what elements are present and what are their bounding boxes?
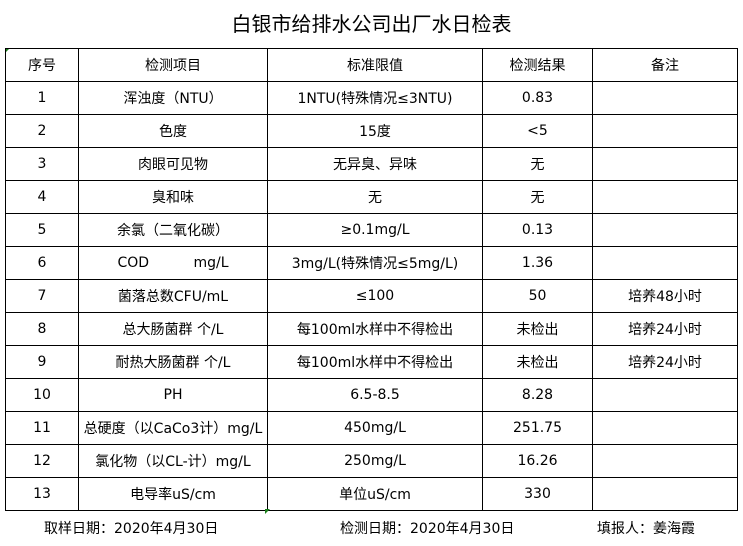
table-row: 12 氯化物（以CL-计）mg/L 250mg/L 16.26 [5, 444, 738, 478]
cell-test-result: 未检出 [482, 345, 593, 379]
cell-test-item: 浑浊度（NTU） [78, 81, 268, 115]
table-row: 10 PH 6.5-8.5 8.28 [5, 378, 738, 412]
header-test-item: 检测项目 [78, 48, 268, 82]
cell-test-result: 未检出 [482, 312, 593, 346]
cell-standard-limit: 3mg/L(特殊情况≤5mg/L) [267, 246, 483, 280]
test-date: 检测日期：2020年4月30日 [340, 521, 515, 537]
header-test-result: 检测结果 [482, 48, 593, 82]
table-row: 4 臭和味无无 [5, 180, 738, 214]
table-row: 5 余氯（二氧化碳） ≥0.1mg/L 0.13 [5, 213, 738, 247]
cell-remark: 培养48小时 [592, 279, 738, 313]
cell-standard-limit: ≤100 [267, 279, 483, 313]
cell-remark [592, 114, 738, 148]
header-row: 序号 检测项目 标准限值 检测结果 备注 [5, 48, 738, 82]
inspection-table: 序号 检测项目 标准限值 检测结果 备注 1 浑浊度（NTU） 1NTU(特殊情况≤3NTU)… [5, 48, 738, 511]
cell-test-item: 电导率uS/cm [78, 477, 268, 511]
cell-remark [592, 444, 738, 478]
cell-remark [592, 411, 738, 445]
cell-test-item: COD mg/L [78, 246, 268, 280]
cell-standard-limit: 无异臭、异味 [267, 147, 483, 181]
cell-row-number: 11 [5, 411, 79, 445]
cell-test-item: 总大肠菌群 个/L [78, 312, 268, 346]
cell-row-number: 2 [5, 114, 79, 148]
cell-row-number: 13 [5, 477, 79, 511]
cell-standard-limit: 1NTU(特殊情况≤3NTU) [267, 81, 483, 115]
cell-remark [592, 378, 738, 412]
cell-test-item: 色度 [78, 114, 268, 148]
cell-test-result: 无 [482, 147, 593, 181]
cell-standard-limit: 每100ml水样中不得检出 [267, 312, 483, 346]
cell-remark [592, 81, 738, 115]
header-standard-limit: 标准限值 [267, 48, 483, 82]
table-row: 6 COD mg/L 3mg/L(特殊情况≤5mg/L) 1.36 [5, 246, 738, 280]
cell-row-number: 1 [5, 81, 79, 115]
cell-marker [265, 509, 270, 514]
cell-test-result: 1.36 [482, 246, 593, 280]
cell-standard-limit: 250mg/L [267, 444, 483, 478]
cell-row-number: 6 [5, 246, 79, 280]
table-row: 9 耐热大肠菌群 个/L 每100ml水样中不得检出 未检出 培养24小时 [5, 345, 738, 379]
table-row: 11 总硬度（以CaCo3计）mg/L 450mg/L 251.75 [5, 411, 738, 445]
table-row: 1 浑浊度（NTU） 1NTU(特殊情况≤3NTU) 0.83 [5, 81, 738, 115]
header-remark: 备注 [592, 48, 738, 82]
cell-test-result: 无 [482, 180, 593, 214]
table-row: 13 电导率uS/cm 单位uS/cm 330 [5, 477, 738, 511]
cell-row-number: 5 [5, 213, 79, 247]
cell-test-result: <5 [482, 114, 593, 148]
cell-row-number: 3 [5, 147, 79, 181]
cell-standard-limit: ≥0.1mg/L [267, 213, 483, 247]
cell-remark [592, 246, 738, 280]
cell-test-item: 菌落总数CFU/mL [78, 279, 268, 313]
cell-row-number: 8 [5, 312, 79, 346]
cell-test-item: 余氯（二氧化碳） [78, 213, 268, 247]
cell-test-result: 8.28 [482, 378, 593, 412]
cell-row-number: 4 [5, 180, 79, 214]
cell-test-item: 肉眼可见物 [78, 147, 268, 181]
cell-standard-limit: 每100ml水样中不得检出 [267, 345, 483, 379]
sample-date: 取样日期：2020年4月30日 [44, 521, 219, 537]
cell-test-item: 总硬度（以CaCo3计）mg/L [78, 411, 268, 445]
cell-standard-limit: 单位uS/cm [267, 477, 483, 511]
cell-test-item: 臭和味 [78, 180, 268, 214]
cell-test-item: 氯化物（以CL-计）mg/L [78, 444, 268, 478]
cell-row-number: 12 [5, 444, 79, 478]
table-row: 8 总大肠菌群 个/L 每100ml水样中不得检出 未检出 培养24小时 [5, 312, 738, 346]
cell-row-number: 7 [5, 279, 79, 313]
cell-remark [592, 147, 738, 181]
cell-remark: 培养24小时 [592, 345, 738, 379]
cell-row-number: 9 [5, 345, 79, 379]
cell-remark [592, 477, 738, 511]
cell-test-result: 16.26 [482, 444, 593, 478]
cell-standard-limit: 无 [267, 180, 483, 214]
cell-remark: 培养24小时 [592, 312, 738, 346]
cell-row-number: 10 [5, 378, 79, 412]
cell-standard-limit: 6.5-8.5 [267, 378, 483, 412]
header-row-number: 序号 [5, 48, 79, 82]
page-title: 白银市给排水公司出厂水日检表 [231, 12, 512, 36]
cell-test-item: PH [78, 378, 268, 412]
cell-test-item: 耐热大肠菌群 个/L [78, 345, 268, 379]
cell-remark [592, 180, 738, 214]
table-row: 3 肉眼可见物 无异臭、异味无 [5, 147, 738, 181]
cell-remark [592, 213, 738, 247]
cell-standard-limit: 15度 [267, 114, 483, 148]
cell-standard-limit: 450mg/L [267, 411, 483, 445]
table-row: 2 色度 15度 <5 [5, 114, 738, 148]
cell-test-result: 0.13 [482, 213, 593, 247]
cell-test-result: 330 [482, 477, 593, 511]
table-row: 7 菌落总数CFU/mL ≤100 50 培养48小时 [5, 279, 738, 313]
reporter: 填报人：姜海霞 [597, 521, 695, 537]
cell-test-result: 50 [482, 279, 593, 313]
cell-test-result: 251.75 [482, 411, 593, 445]
cell-test-result: 0.83 [482, 81, 593, 115]
